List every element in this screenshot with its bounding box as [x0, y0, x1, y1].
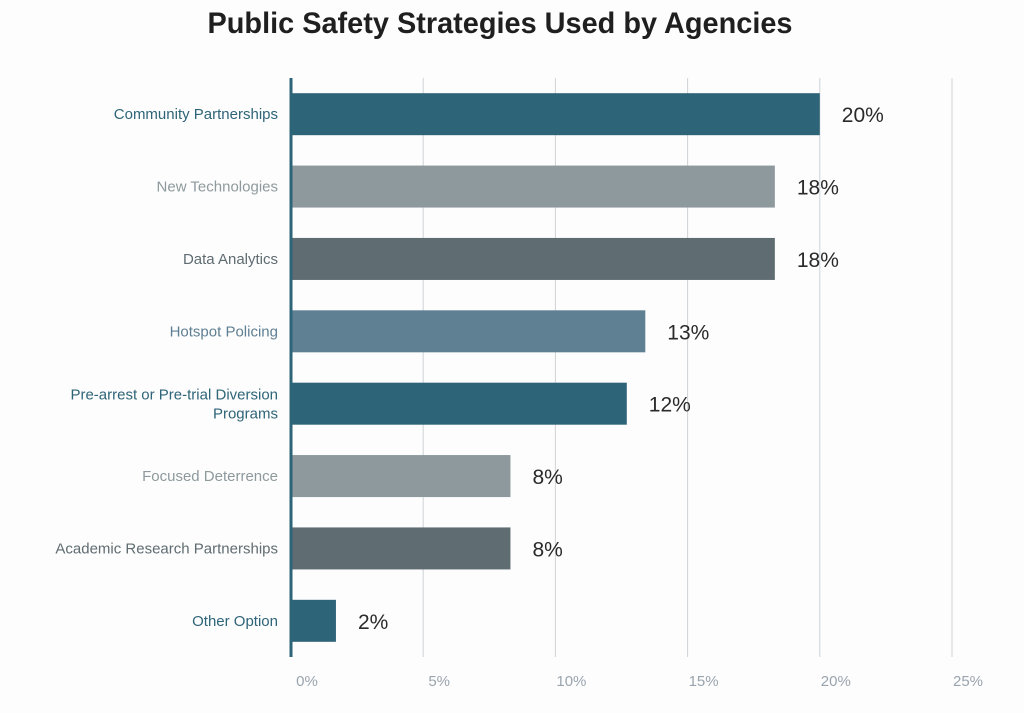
x-tick-label: 25%	[953, 673, 983, 690]
category-label: Academic Research Partnerships	[55, 540, 278, 557]
category-label-line: Pre-arrest or Pre-trial Diversion	[70, 387, 278, 404]
category-label-line: Hotspot Policing	[170, 323, 278, 340]
category-label-line: Other Option	[192, 613, 278, 630]
category-label: Focused Deterrence	[142, 468, 278, 485]
bar	[291, 599, 336, 642]
x-tick-label: 10%	[556, 673, 586, 690]
category-label: Community Partnerships	[114, 106, 278, 123]
bar	[291, 455, 511, 498]
category-label-line: Programs	[213, 406, 278, 423]
value-label: 13%	[667, 321, 709, 344]
category-label-line: New Technologies	[157, 179, 278, 196]
bar	[291, 310, 646, 353]
category-label-line: Data Analytics	[183, 251, 278, 268]
value-label: 18%	[797, 249, 839, 272]
category-label-line: Community Partnerships	[114, 106, 278, 123]
bar	[291, 237, 775, 280]
value-label: 2%	[358, 611, 388, 634]
bar	[291, 93, 820, 136]
category-label-line: Focused Deterrence	[142, 468, 278, 485]
value-label: 8%	[532, 466, 562, 489]
category-label: Data Analytics	[183, 251, 278, 268]
x-axis-ticks: 0% 5% 10% 15% 20% 25%	[296, 673, 983, 690]
category-label: New Technologies	[157, 179, 278, 196]
value-label: 8%	[532, 538, 562, 561]
x-tick-label: 15%	[689, 673, 719, 690]
x-tick-label: 0%	[296, 673, 318, 690]
category-label: Pre-arrest or Pre-trial Diversion Program…	[70, 387, 278, 423]
bar	[291, 165, 775, 208]
value-label: 20%	[842, 104, 884, 127]
x-tick-label: 20%	[821, 673, 851, 690]
value-label: 18%	[797, 177, 839, 200]
gridlines	[422, 78, 953, 657]
value-label: 12%	[649, 394, 691, 417]
chart-title: Public Safety Strategies Used by Agencie…	[208, 7, 793, 40]
x-tick-label: 5%	[428, 673, 450, 690]
bars: 20% Community Partnerships 18% New Technolo…	[55, 93, 884, 642]
bar	[291, 382, 627, 425]
category-label: Hotspot Policing	[170, 323, 278, 340]
category-label: Other Option	[192, 613, 278, 630]
category-label-line: Academic Research Partnerships	[55, 540, 278, 557]
bar	[291, 527, 511, 570]
